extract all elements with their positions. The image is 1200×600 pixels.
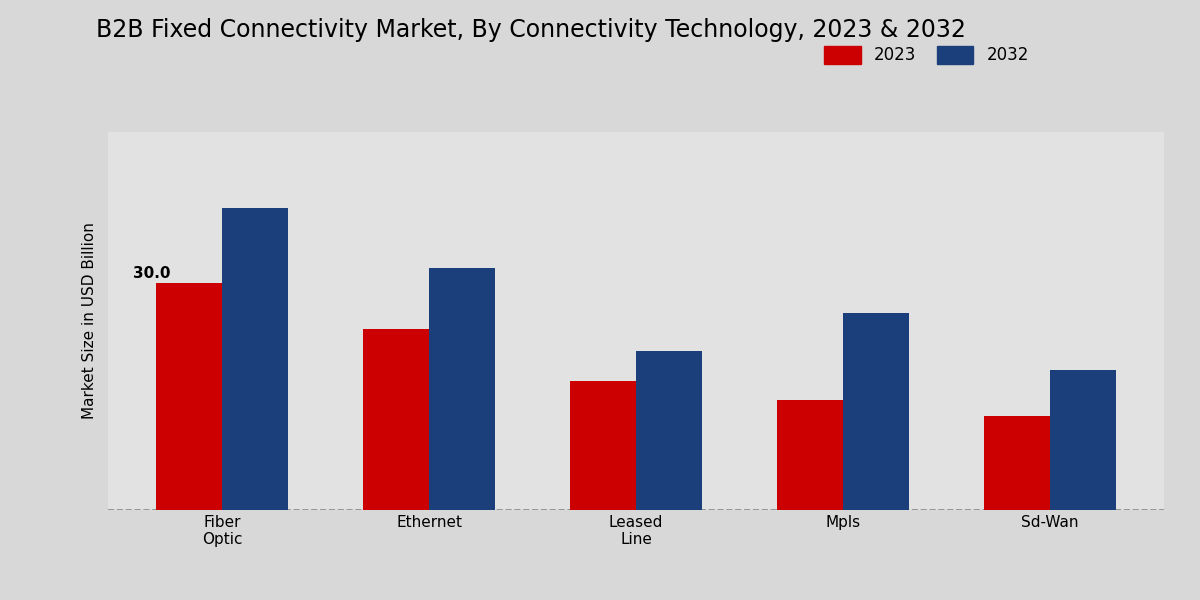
Bar bbox=[156, 283, 222, 510]
Bar bbox=[636, 351, 702, 510]
Bar bbox=[362, 329, 430, 510]
Text: 30.0: 30.0 bbox=[133, 266, 170, 281]
Bar bbox=[984, 415, 1050, 510]
Bar bbox=[570, 382, 636, 510]
Legend: 2023, 2032: 2023, 2032 bbox=[824, 46, 1028, 64]
Y-axis label: Market Size in USD Billion: Market Size in USD Billion bbox=[82, 223, 97, 419]
Bar bbox=[222, 208, 288, 510]
Bar bbox=[842, 313, 910, 510]
Bar bbox=[430, 268, 496, 510]
Bar bbox=[1050, 370, 1116, 510]
Text: B2B Fixed Connectivity Market, By Connectivity Technology, 2023 & 2032: B2B Fixed Connectivity Market, By Connec… bbox=[96, 18, 966, 42]
Bar bbox=[776, 400, 842, 510]
